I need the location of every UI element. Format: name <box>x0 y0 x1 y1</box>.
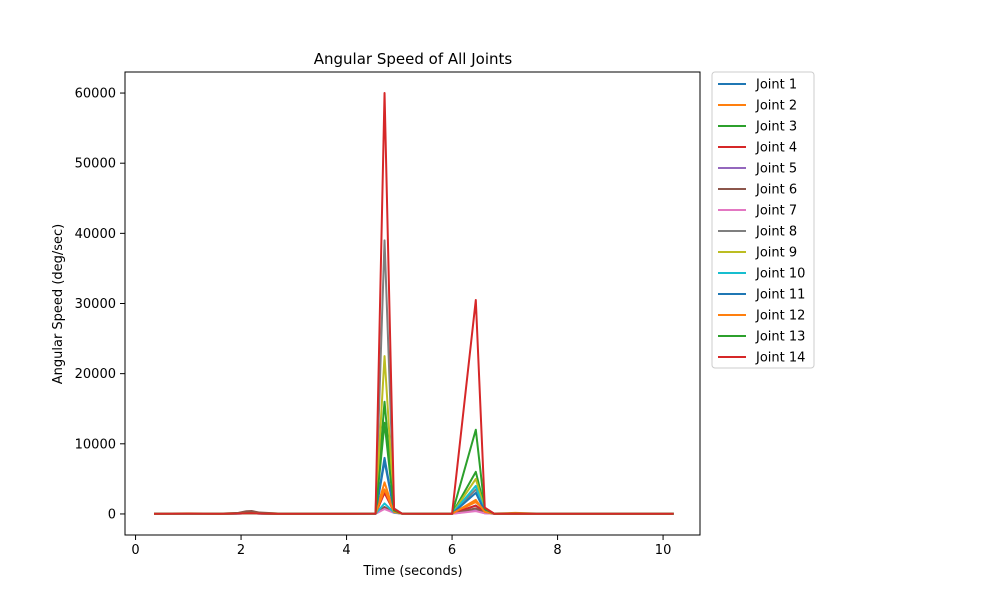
chart-title: Angular Speed of All Joints <box>314 50 513 68</box>
y-tick-label: 20000 <box>75 367 116 382</box>
legend-label: Joint 10 <box>755 267 805 282</box>
legend-label: Joint 13 <box>755 330 805 345</box>
legend-label: Joint 11 <box>755 288 805 303</box>
legend-label: Joint 4 <box>755 141 797 156</box>
legend-label: Joint 3 <box>755 120 797 135</box>
legend-label: Joint 1 <box>755 78 797 93</box>
legend: Joint 1 Joint 2 Joint 3 Joint 4 Joint 5 Joint… <box>711 71 815 369</box>
x-axis-label: Time (seconds) <box>362 564 462 579</box>
x-tick-label: 6 <box>448 543 456 558</box>
y-tick-label: 40000 <box>75 227 116 242</box>
y-tick-label: 10000 <box>75 437 116 452</box>
x-axis-ticks: 0 2 4 6 8 10 <box>131 535 671 558</box>
y-axis-ticks: 0 10000 20000 30000 40000 50000 60000 <box>75 87 125 522</box>
x-tick-label: 10 <box>655 543 672 558</box>
legend-label: Joint 12 <box>755 309 805 324</box>
y-tick-label: 50000 <box>75 157 116 172</box>
legend-box <box>711 71 815 369</box>
legend-label: Joint 9 <box>755 246 797 261</box>
legend-label: Joint 14 <box>755 351 805 366</box>
legend-label: Joint 8 <box>755 225 797 240</box>
y-axis-label: Angular Speed (deg/sec) <box>51 224 66 385</box>
y-tick-label: 60000 <box>75 87 116 102</box>
legend-label: Joint 5 <box>755 162 797 177</box>
y-tick-label: 30000 <box>75 297 116 312</box>
x-tick-label: 4 <box>342 543 350 558</box>
x-tick-label: 0 <box>131 543 139 558</box>
x-tick-label: 8 <box>553 543 561 558</box>
y-tick-label: 0 <box>108 507 116 522</box>
x-tick-label: 2 <box>237 543 245 558</box>
series-line-14 <box>154 92 674 515</box>
legend-label: Joint 7 <box>755 204 797 219</box>
legend-label: Joint 6 <box>755 183 797 198</box>
series-layer <box>154 92 674 515</box>
legend-label: Joint 2 <box>755 99 797 114</box>
